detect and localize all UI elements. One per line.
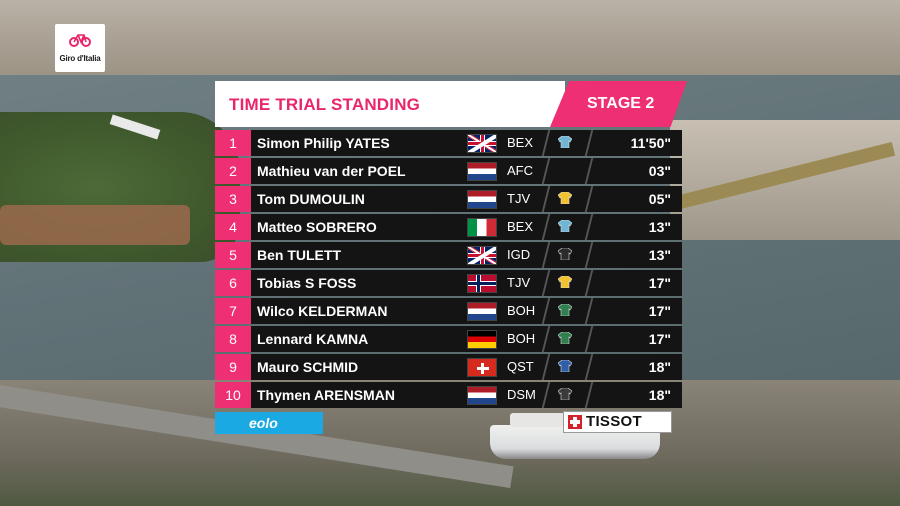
row-background bbox=[251, 382, 682, 408]
team-jersey-icon bbox=[558, 304, 572, 316]
table-row: 5 Ben TULETT IGD 13" bbox=[215, 241, 685, 269]
rank-number: 4 bbox=[215, 214, 251, 240]
rider-name: Matteo SOBRERO bbox=[257, 219, 377, 235]
logo-text: Giro d'Italia bbox=[59, 54, 101, 63]
country-flag-icon bbox=[467, 162, 497, 181]
rider-name: Wilco KELDERMAN bbox=[257, 303, 388, 319]
team-jersey-icon bbox=[558, 360, 572, 372]
stage-bar bbox=[550, 81, 687, 127]
time-gap: 17" bbox=[648, 303, 671, 319]
tissot-sponsor-logo: TISSOT bbox=[563, 411, 672, 433]
table-row: 8 Lennard KAMNA BOH 17" bbox=[215, 325, 685, 353]
country-flag-icon bbox=[467, 274, 497, 293]
rider-name: Mathieu van der POEL bbox=[257, 163, 406, 179]
giro-logo: Giro d'Italia bbox=[55, 24, 105, 72]
table-row: 6 Tobias S FOSS TJV 17" bbox=[215, 269, 685, 297]
row-background bbox=[251, 186, 682, 212]
rider-name: Mauro SCHMID bbox=[257, 359, 359, 375]
tissot-text: TISSOT bbox=[586, 413, 642, 430]
rank-number: 3 bbox=[215, 186, 251, 212]
table-row: 4 Matteo SOBRERO BEX 13" bbox=[215, 213, 685, 241]
rank-number: 1 bbox=[215, 130, 251, 156]
sports-field bbox=[0, 205, 190, 245]
rank-number: 8 bbox=[215, 326, 251, 352]
row-background bbox=[251, 326, 682, 352]
table-row: 1 Simon Philip YATES BEX 11'50" bbox=[215, 129, 685, 157]
rider-name: Tobias S FOSS bbox=[257, 275, 357, 291]
table-row: 10 Thymen ARENSMAN DSM 18" bbox=[215, 381, 685, 409]
team-code: AFC bbox=[507, 163, 533, 178]
row-background bbox=[251, 270, 682, 296]
eolo-sponsor-logo: eolo bbox=[215, 412, 323, 434]
row-background bbox=[251, 298, 682, 324]
table-row: 2 Mathieu van der POEL AFC 03" bbox=[215, 157, 685, 185]
team-code: IGD bbox=[507, 247, 531, 262]
team-code: BEX bbox=[507, 219, 534, 234]
row-background bbox=[251, 214, 682, 240]
team-jersey-icon bbox=[558, 332, 572, 344]
team-jersey-icon bbox=[558, 136, 572, 148]
title-bar bbox=[215, 81, 565, 127]
country-flag-icon bbox=[467, 246, 497, 265]
table-row: 3 Tom DUMOULIN TJV 05" bbox=[215, 185, 685, 213]
country-flag-icon bbox=[467, 358, 497, 377]
time-gap: 18" bbox=[648, 387, 671, 403]
rider-name: Thymen ARENSMAN bbox=[257, 387, 395, 403]
row-background bbox=[251, 158, 682, 184]
team-code: BOH bbox=[507, 331, 536, 346]
rank-number: 10 bbox=[215, 382, 251, 408]
stage-label: STAGE 2 bbox=[587, 95, 655, 112]
rank-number: 9 bbox=[215, 354, 251, 380]
team-code: DSM bbox=[507, 387, 536, 402]
row-background bbox=[251, 354, 682, 380]
swiss-cross-icon bbox=[568, 415, 582, 429]
team-jersey-icon bbox=[558, 388, 572, 400]
team-code: TJV bbox=[507, 191, 531, 206]
country-flag-icon bbox=[467, 134, 497, 153]
country-flag-icon bbox=[467, 218, 497, 237]
rider-name: Ben TULETT bbox=[257, 247, 341, 263]
team-code: TJV bbox=[507, 275, 531, 290]
page-title: TIME TRIAL STANDING bbox=[229, 95, 421, 114]
country-flag-icon bbox=[467, 330, 497, 349]
rider-name: Tom DUMOULIN bbox=[257, 191, 365, 207]
table-row: 9 Mauro SCHMID QST 18" bbox=[215, 353, 685, 381]
time-gap: 11'50" bbox=[630, 135, 671, 151]
standings-table: 1 Simon Philip YATES BEX 11'50" 2 Mathie… bbox=[215, 129, 685, 409]
rank-number: 5 bbox=[215, 242, 251, 268]
table-row: 7 Wilco KELDERMAN BOH 17" bbox=[215, 297, 685, 325]
rank-number: 2 bbox=[215, 158, 251, 184]
bicycle-icon bbox=[69, 34, 91, 47]
team-jersey-icon bbox=[558, 276, 572, 288]
time-gap: 17" bbox=[648, 331, 671, 347]
team-jersey-icon bbox=[558, 248, 572, 260]
country-flag-icon bbox=[467, 302, 497, 321]
team-code: BOH bbox=[507, 303, 536, 318]
time-gap: 13" bbox=[648, 219, 671, 235]
country-flag-icon bbox=[467, 190, 497, 209]
time-gap: 05" bbox=[648, 191, 671, 207]
time-gap: 17" bbox=[648, 275, 671, 291]
standings-header: TIME TRIAL STANDING STAGE 2 bbox=[215, 81, 687, 127]
country-flag-icon bbox=[467, 386, 497, 405]
rank-number: 7 bbox=[215, 298, 251, 324]
time-gap: 03" bbox=[648, 163, 671, 179]
time-gap: 13" bbox=[648, 247, 671, 263]
team-jersey-icon bbox=[558, 192, 572, 204]
team-jersey-icon bbox=[558, 220, 572, 232]
rider-name: Simon Philip YATES bbox=[257, 135, 390, 151]
team-code: QST bbox=[507, 359, 534, 374]
rank-number: 6 bbox=[215, 270, 251, 296]
team-code: BEX bbox=[507, 135, 534, 150]
time-gap: 18" bbox=[648, 359, 671, 375]
rider-name: Lennard KAMNA bbox=[257, 331, 369, 347]
